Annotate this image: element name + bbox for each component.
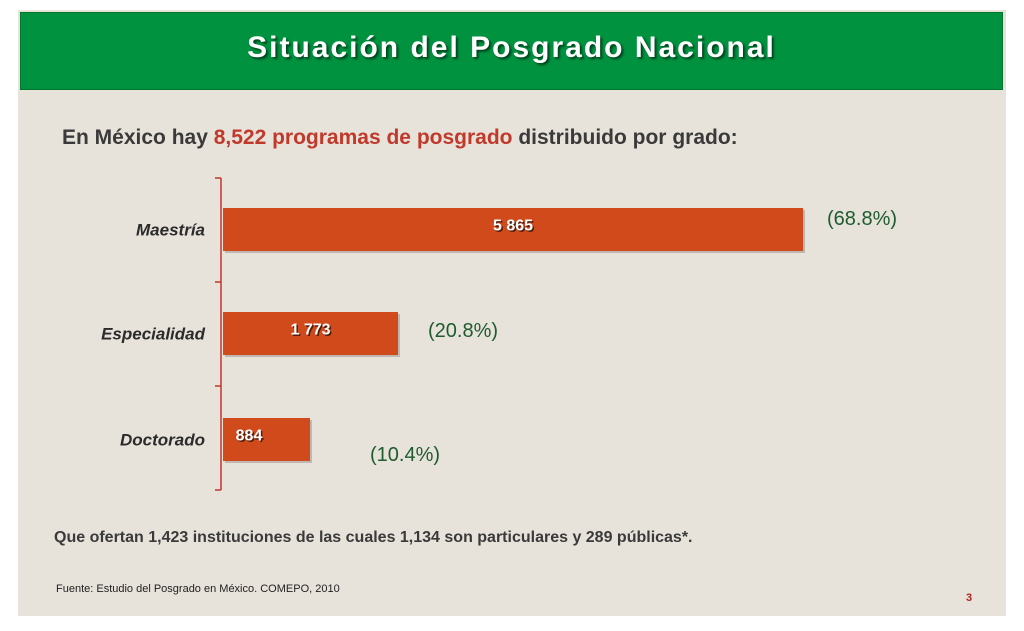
category-label: Maestría: [136, 221, 205, 240]
data-label: 884: [236, 428, 263, 445]
data-label: 1 773: [290, 322, 330, 339]
data-label-shadow: 1 773: [292, 323, 332, 340]
slide-background: [18, 10, 1006, 616]
data-label-shadow: 5 865: [494, 219, 534, 236]
bar-1: [223, 208, 803, 251]
intro-text: En México hay 8,522 programas de posgrad…: [62, 126, 738, 150]
category-label: Doctorado: [120, 431, 205, 450]
slide-title: Situación del Posgrado Nacional: [247, 31, 776, 64]
intro-text-pre: En México hay: [62, 126, 214, 149]
bar-2: [223, 312, 398, 355]
category-label: Especialidad: [101, 325, 206, 344]
bar-3: [223, 418, 310, 461]
source-note: Fuente: Estudio del Posgrado en México. …: [56, 583, 340, 595]
data-label-shadow: 884: [237, 429, 264, 446]
intro-text-post: distribuido por grado:: [512, 126, 738, 149]
page-number: 3: [966, 592, 973, 604]
institutions-note: Que ofertan 1,423 instituciones de las c…: [54, 529, 693, 546]
percent-label: (10.4%): [370, 444, 440, 466]
data-label: 5 865: [493, 218, 533, 235]
intro-text-highlight: 8,522 programas de posgrado: [213, 126, 513, 149]
percent-label: (68.8%): [827, 208, 897, 230]
title-bar: Situación del Posgrado Nacional: [20, 12, 1003, 90]
percent-label: (20.8%): [428, 320, 498, 342]
